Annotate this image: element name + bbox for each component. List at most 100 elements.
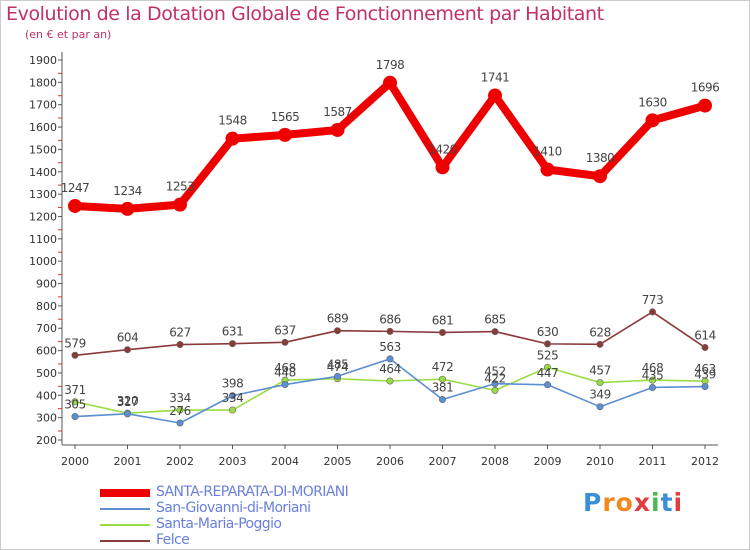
x-tick-label: 2001	[114, 455, 142, 468]
logo-letter: x	[633, 488, 651, 517]
data-label: 1587	[323, 105, 352, 119]
data-point	[438, 328, 446, 336]
logo-letter: i	[651, 488, 661, 517]
y-tick-label: 400	[36, 389, 57, 402]
legend-item: SANTA-REPARATA-DI-MORIANI	[100, 484, 420, 501]
data-point	[176, 419, 184, 427]
data-point	[383, 75, 397, 90]
data-point	[229, 340, 237, 348]
data-label: 1253	[166, 180, 195, 194]
data-point	[438, 396, 446, 404]
data-point	[68, 198, 82, 213]
data-label: 452	[484, 365, 505, 379]
legend-label: Felce	[156, 532, 190, 548]
legend-swatch	[100, 489, 150, 497]
data-point	[176, 341, 184, 349]
data-label: 349	[589, 388, 610, 402]
x-tick-label: 2012	[691, 455, 719, 468]
logo-letter: t	[660, 488, 674, 517]
data-label: 474	[327, 360, 348, 374]
legend-swatch	[100, 508, 150, 510]
data-label: 435	[642, 368, 663, 382]
data-label: 334	[169, 391, 190, 405]
data-label: 631	[222, 325, 243, 339]
data-point	[435, 160, 450, 175]
data-point	[229, 392, 237, 400]
x-tick-label: 2011	[639, 455, 667, 468]
y-tick-label: 1100	[29, 233, 57, 246]
data-point	[438, 375, 446, 383]
data-point	[491, 380, 499, 388]
x-tick-label: 2000	[61, 455, 89, 468]
data-point	[491, 386, 499, 394]
data-point	[71, 398, 79, 406]
chart-subtitle: (en € et par an)	[25, 28, 112, 41]
legend-swatch	[100, 540, 150, 542]
data-point	[701, 343, 709, 351]
data-label: 630	[537, 325, 558, 339]
data-point	[281, 381, 289, 389]
data-label: 1565	[271, 110, 300, 124]
data-label: 681	[432, 313, 453, 327]
data-point	[173, 197, 187, 212]
y-tick-label: 1400	[29, 166, 57, 179]
data-label: 1548	[218, 114, 247, 128]
y-tick-label: 1200	[29, 210, 57, 223]
y-tick-label: 600	[36, 345, 57, 358]
data-label: 1410	[533, 145, 562, 159]
x-tick-label: 2002	[166, 455, 194, 468]
data-label: 463	[694, 362, 715, 376]
data-label: 579	[64, 336, 85, 350]
data-point	[488, 88, 502, 103]
y-tick-label: 1900	[29, 54, 57, 67]
data-point	[176, 406, 184, 414]
data-label: 485	[327, 357, 348, 371]
data-label: 1696	[691, 81, 720, 95]
y-tick-label: 1800	[29, 76, 57, 89]
x-tick-label: 2004	[271, 455, 299, 468]
y-tick-label: 1300	[29, 188, 57, 201]
logo-letter: i	[673, 488, 684, 517]
chart-title: Evolution de la Dotation Globale de Fonc…	[6, 3, 604, 25]
data-point	[229, 406, 237, 414]
data-label: 276	[169, 404, 190, 418]
data-point	[225, 131, 240, 146]
y-tick-label: 1000	[29, 255, 57, 268]
data-label: 563	[379, 340, 400, 354]
data-label: 1741	[481, 71, 510, 85]
data-point	[124, 410, 132, 418]
data-point	[596, 340, 604, 348]
data-label: 525	[537, 348, 558, 362]
data-point	[386, 355, 394, 363]
data-point	[386, 377, 394, 385]
data-point	[698, 98, 712, 113]
legend-label: San-Giovanni-di-Moriani	[156, 500, 311, 516]
x-tick-label: 2007	[429, 455, 457, 468]
data-label: 464	[379, 362, 400, 376]
y-tick-label: 900	[36, 278, 57, 291]
data-point	[596, 379, 604, 387]
data-label: 1247	[61, 181, 90, 195]
data-label: 439	[694, 368, 715, 382]
data-label: 468	[642, 361, 663, 375]
y-tick-label: 700	[36, 322, 57, 335]
y-tick-label: 1700	[29, 99, 57, 112]
data-point	[281, 338, 289, 346]
data-point	[540, 162, 555, 177]
y-tick-label: 200	[36, 434, 57, 447]
data-label: 468	[274, 361, 295, 375]
y-tick-label: 800	[36, 300, 57, 313]
data-label: 472	[432, 360, 453, 374]
logo-letter: P	[583, 488, 603, 517]
data-label: 305	[64, 398, 85, 412]
x-tick-label: 2006	[376, 455, 404, 468]
data-label: 773	[642, 293, 663, 307]
data-label: 689	[327, 312, 348, 326]
legend-item: San-Giovanni-di-Moriani	[100, 500, 420, 517]
data-point	[648, 308, 656, 316]
data-label: 447	[537, 366, 558, 380]
data-label: 371	[64, 383, 85, 397]
data-point	[593, 169, 607, 184]
data-point	[333, 327, 341, 335]
